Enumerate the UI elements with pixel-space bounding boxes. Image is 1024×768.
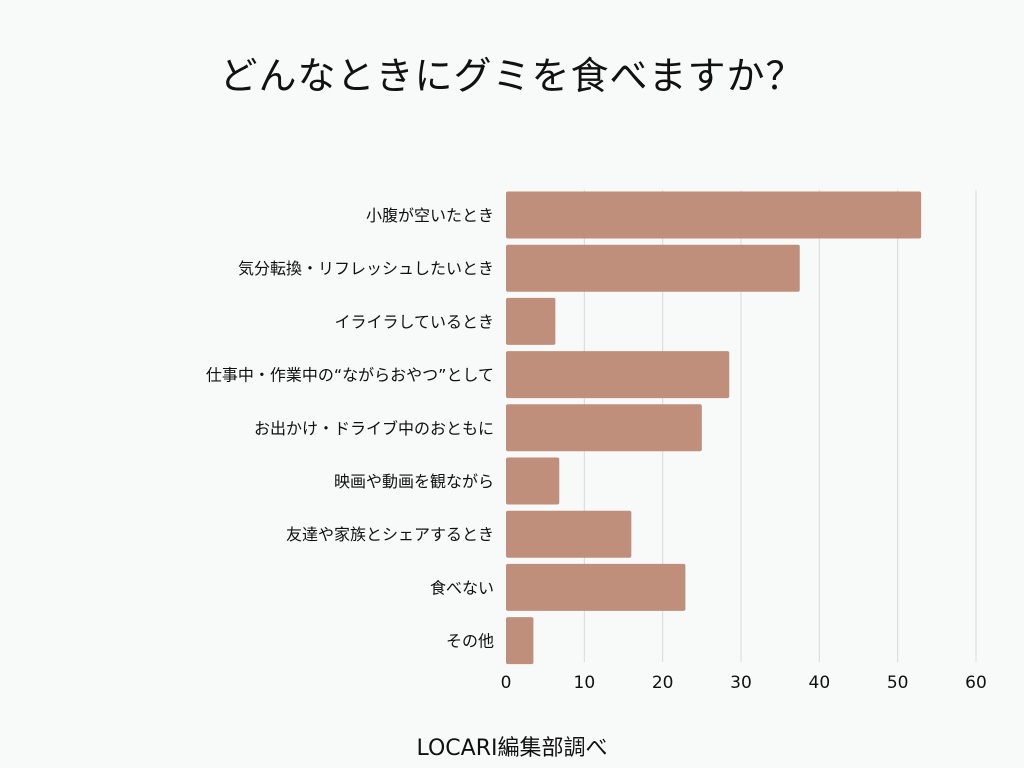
category-label: 仕事中・作業中の“ながらおやつ”として: [206, 366, 494, 385]
bar: [506, 510, 632, 558]
x-tick-label: 10: [574, 673, 596, 693]
chart-title: どんなときにグミを食べますか？: [219, 54, 805, 98]
bar: [506, 297, 556, 345]
bar: [506, 457, 560, 505]
bar: [506, 351, 730, 399]
source-note: LOCARI編集部調べ: [416, 736, 608, 761]
category-label: その他: [446, 632, 494, 651]
x-tick-label: 20: [652, 673, 674, 693]
bar: [506, 563, 686, 611]
bar: [506, 191, 922, 239]
bars: [506, 191, 922, 665]
category-label: イライラしているとき: [334, 312, 494, 331]
category-label: 映画や動画を観ながら: [334, 472, 494, 491]
bar: [506, 404, 702, 452]
x-tick-label: 0: [501, 673, 512, 693]
category-label: 気分転換・リフレッシュしたいとき: [238, 259, 494, 278]
bar: [506, 617, 534, 665]
x-axis-ticks: 0 10 20 30 40 50 60: [501, 673, 987, 693]
x-tick-label: 30: [730, 673, 752, 693]
category-label: 友達や家族とシェアするとき: [286, 525, 494, 544]
category-labels: 小腹が空いたとき気分転換・リフレッシュしたいときイライラしているとき仕事中・作業…: [206, 206, 494, 651]
bar: [506, 244, 800, 292]
category-label: 食べない: [430, 578, 494, 597]
x-tick-label: 60: [965, 673, 987, 693]
x-tick-label: 50: [887, 673, 909, 693]
category-label: お出かけ・ドライブ中のおともに: [254, 419, 494, 438]
x-tick-label: 40: [809, 673, 831, 693]
category-label: 小腹が空いたとき: [366, 206, 494, 225]
